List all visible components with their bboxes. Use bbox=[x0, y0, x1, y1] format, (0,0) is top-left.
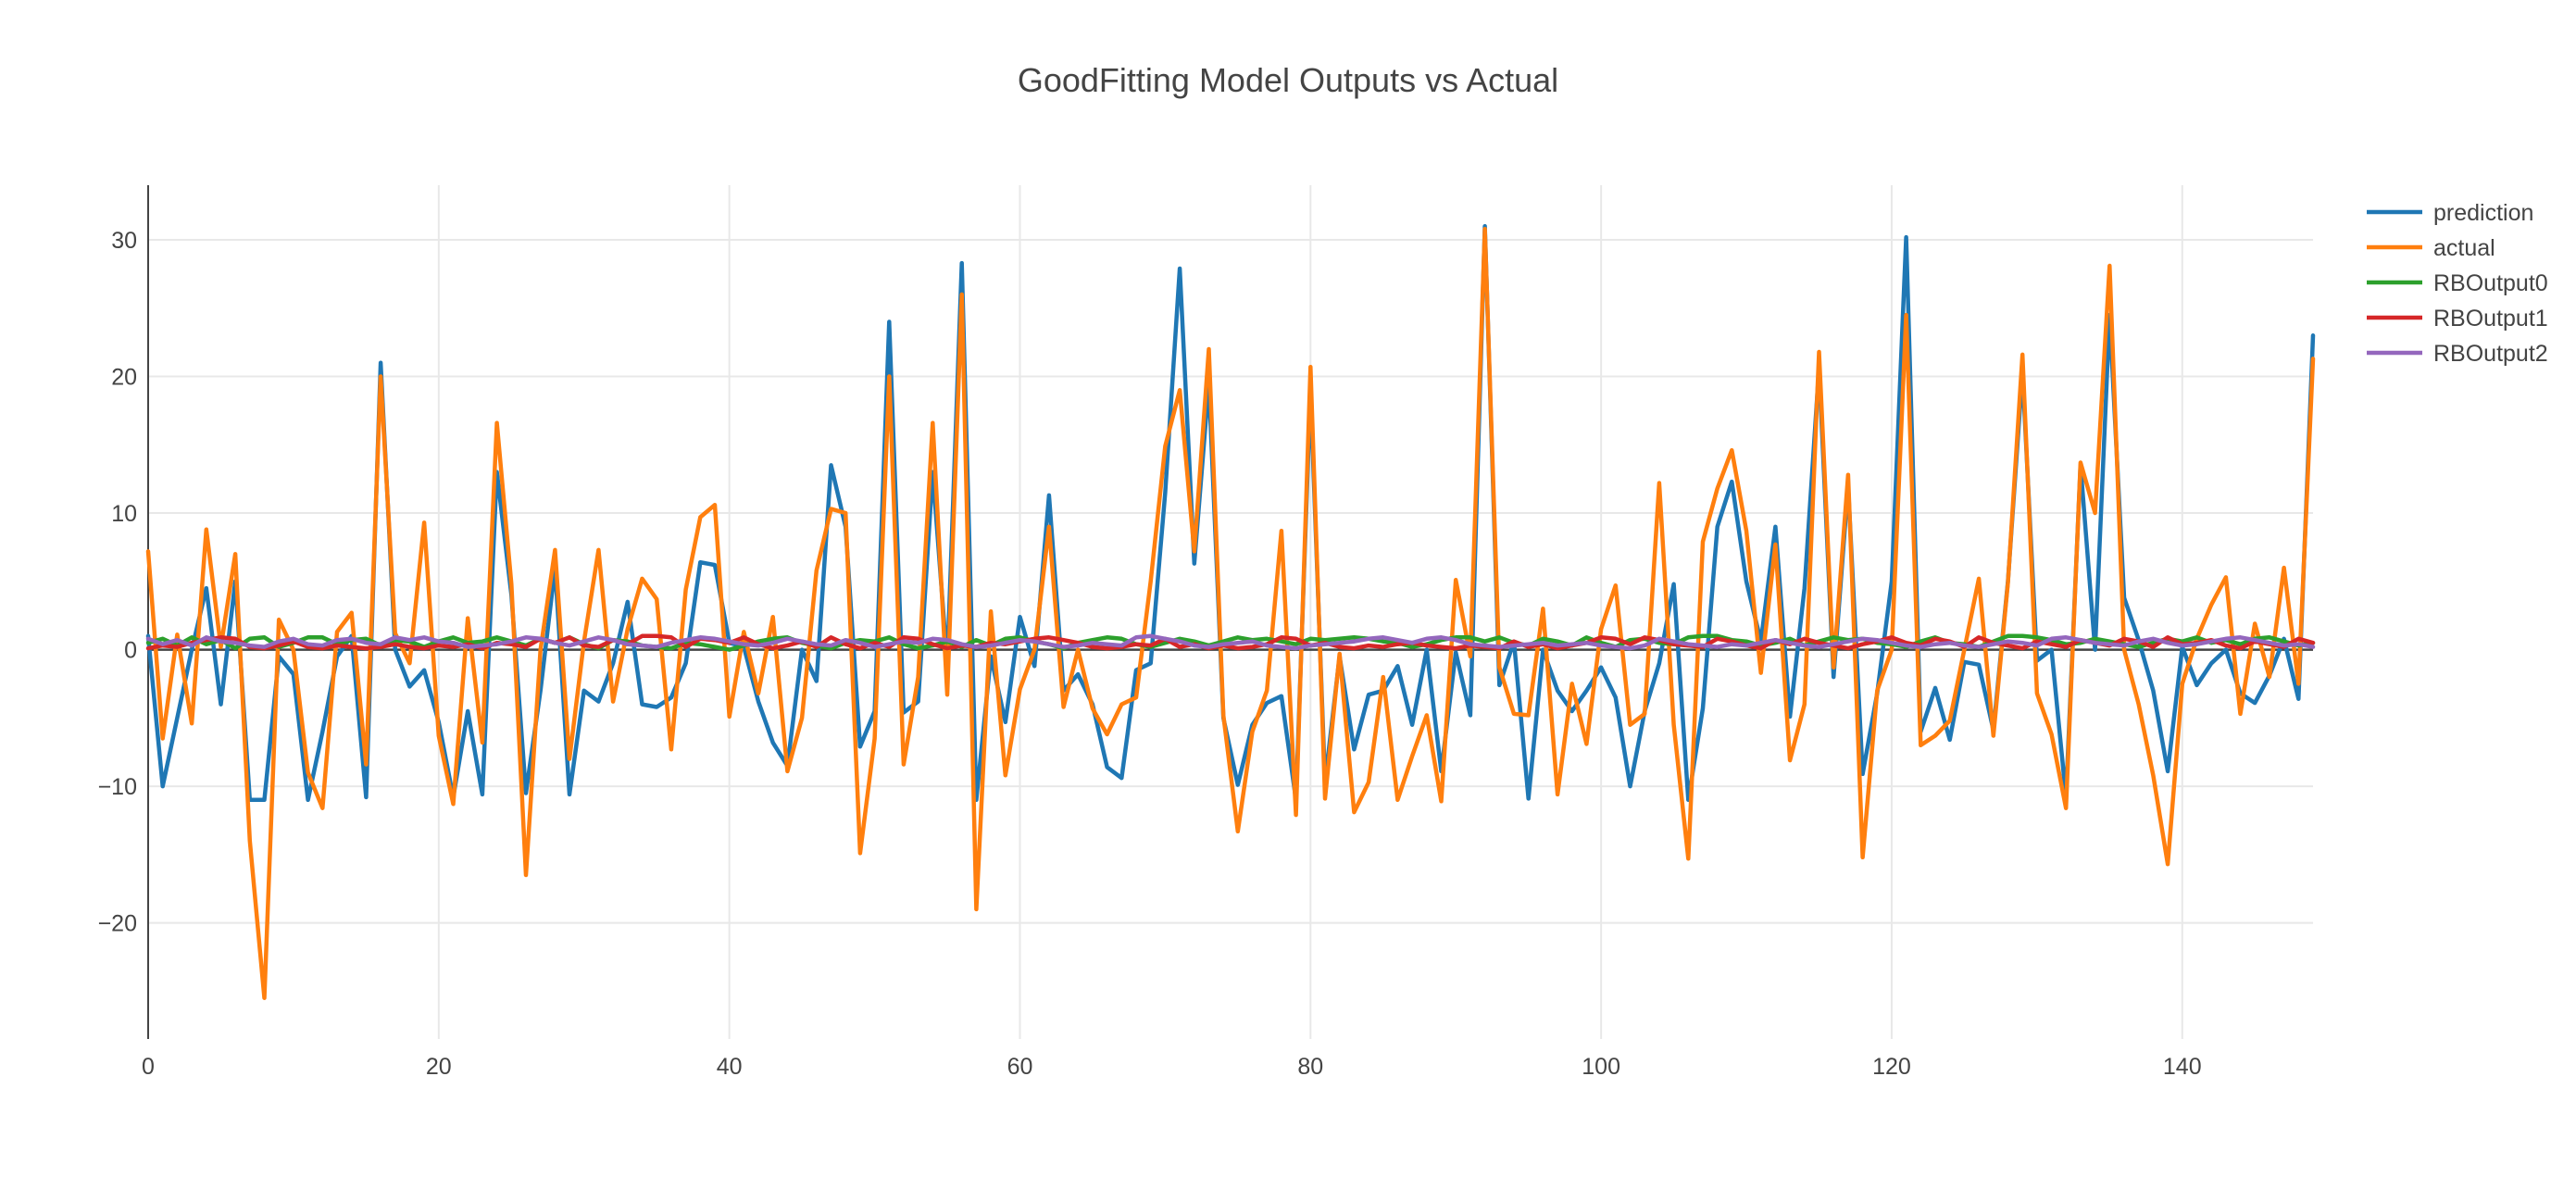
y-tick-label: 20 bbox=[111, 365, 137, 391]
y-tick-label: 30 bbox=[111, 228, 137, 254]
x-tick-label: 80 bbox=[1297, 1054, 1323, 1080]
y-tick-label: −10 bbox=[98, 774, 137, 800]
y-tick-label: −20 bbox=[98, 911, 137, 937]
grid bbox=[148, 185, 2313, 1039]
series-line-RBOutput2 bbox=[145, 633, 2316, 651]
legend-label: RBOutput2 bbox=[2433, 341, 2548, 367]
legend-item-RBOutput2[interactable]: RBOutput2 bbox=[2367, 341, 2548, 367]
legend-item-prediction[interactable]: prediction bbox=[2367, 200, 2533, 226]
legend-item-RBOutput0[interactable]: RBOutput0 bbox=[2367, 270, 2548, 296]
x-tick-label: 140 bbox=[2163, 1054, 2202, 1080]
series-lines bbox=[145, 224, 2316, 1000]
legend[interactable]: prediction actual RBOutput0 RBOutput1 RBOutp… bbox=[2367, 200, 2548, 367]
legend-label: actual bbox=[2433, 235, 2495, 261]
x-tick-label: 40 bbox=[717, 1054, 743, 1080]
series-line-actual bbox=[145, 226, 2316, 1000]
x-tick-label: 20 bbox=[426, 1054, 452, 1080]
y-tick-label: 0 bbox=[124, 638, 137, 664]
legend-item-RBOutput1[interactable]: RBOutput1 bbox=[2367, 306, 2548, 332]
legend-label: RBOutput1 bbox=[2433, 306, 2548, 332]
legend-label: RBOutput0 bbox=[2433, 270, 2548, 296]
legend-label: prediction bbox=[2433, 200, 2533, 226]
x-tick-label: 100 bbox=[1582, 1054, 1620, 1080]
x-tick-label: 120 bbox=[1872, 1054, 1911, 1080]
x-tick-label: 0 bbox=[142, 1054, 155, 1080]
x-tick-label: 60 bbox=[1007, 1054, 1033, 1080]
chart-title: GoodFitting Model Outputs vs Actual bbox=[1018, 61, 1558, 99]
legend-item-actual[interactable]: actual bbox=[2367, 235, 2495, 261]
y-tick-label: 10 bbox=[111, 501, 137, 527]
